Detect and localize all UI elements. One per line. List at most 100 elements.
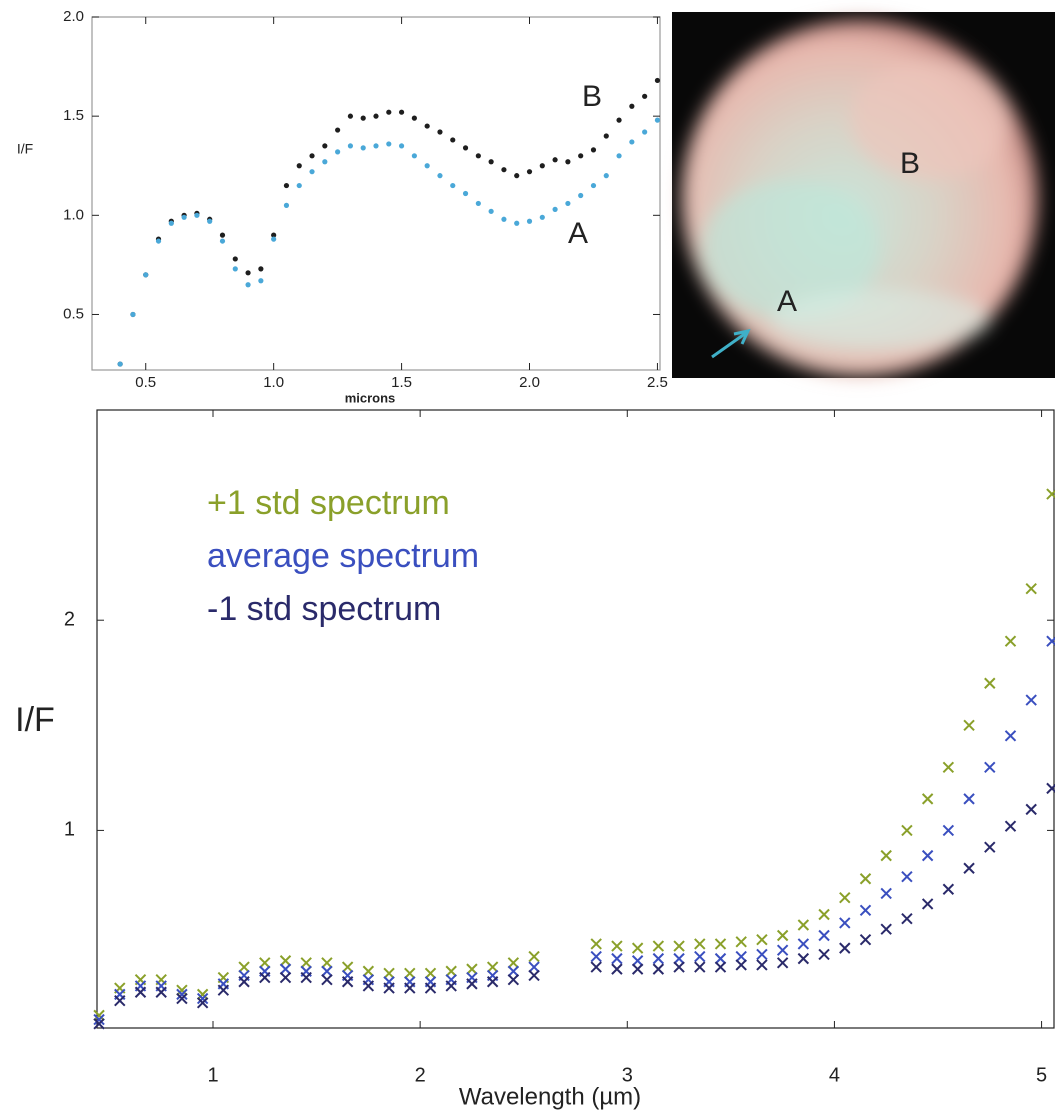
data-point xyxy=(155,986,167,998)
data-point xyxy=(271,232,277,238)
data-point xyxy=(296,182,302,189)
data-point xyxy=(309,169,315,175)
data-point xyxy=(219,232,226,238)
data-point xyxy=(217,984,230,996)
data-point xyxy=(652,952,665,965)
data-point xyxy=(219,238,226,244)
data-point xyxy=(93,1013,105,1026)
data-point xyxy=(818,908,830,921)
data-point xyxy=(590,182,597,189)
data-point xyxy=(450,182,456,189)
data-point xyxy=(921,849,934,862)
data-point xyxy=(134,986,147,998)
data-point xyxy=(445,980,457,992)
data-point xyxy=(486,976,499,988)
data-point xyxy=(901,870,913,883)
data-point xyxy=(590,961,602,973)
data-point xyxy=(776,929,789,942)
data-point xyxy=(258,266,264,272)
annotation: B xyxy=(582,80,602,113)
data-point xyxy=(776,957,789,969)
data-point xyxy=(616,117,622,123)
data-point xyxy=(279,971,292,984)
data-point xyxy=(321,965,333,977)
data-point xyxy=(466,963,478,975)
data-point xyxy=(450,137,456,143)
data-point xyxy=(322,143,328,149)
data-point xyxy=(631,963,644,975)
data-point xyxy=(880,887,892,900)
data-point xyxy=(404,967,416,980)
data-point xyxy=(383,967,395,980)
data-point xyxy=(818,929,830,942)
data-point xyxy=(1025,803,1037,816)
data-point xyxy=(963,862,975,874)
data-point xyxy=(714,961,727,973)
data-point xyxy=(335,149,341,155)
y-axis-label: I/F xyxy=(15,701,55,739)
data-point xyxy=(818,948,830,961)
y-tick-label: 2.0 xyxy=(63,8,84,25)
data-point xyxy=(629,139,635,145)
data-point xyxy=(1004,635,1017,647)
data-point xyxy=(1025,694,1037,706)
data-point xyxy=(528,950,540,963)
data-point xyxy=(735,959,747,971)
data-point xyxy=(362,980,375,992)
data-point xyxy=(942,824,955,837)
data-point xyxy=(475,153,481,159)
data-point xyxy=(984,677,996,689)
x-tick-label: 2 xyxy=(415,1064,426,1086)
data-point xyxy=(603,133,609,139)
data-point xyxy=(194,212,200,218)
data-point xyxy=(411,153,417,159)
data-point xyxy=(245,270,251,276)
data-point xyxy=(130,311,136,318)
data-point xyxy=(735,950,747,963)
data-point xyxy=(404,982,416,994)
x-tick-label: 1.0 xyxy=(263,374,284,391)
data-point xyxy=(196,988,209,1001)
y-tick-label: 1 xyxy=(64,819,75,841)
data-point xyxy=(616,153,622,159)
data-point xyxy=(859,904,872,916)
data-point xyxy=(880,923,892,935)
data-point xyxy=(341,961,354,973)
data-point xyxy=(462,190,469,197)
data-point xyxy=(283,182,290,189)
data-point xyxy=(488,208,494,214)
data-point xyxy=(360,115,366,121)
data-point xyxy=(921,898,934,910)
data-point xyxy=(341,976,354,988)
data-point xyxy=(984,841,996,853)
data-point xyxy=(93,1009,105,1022)
data-point xyxy=(424,123,430,129)
data-point xyxy=(859,873,872,885)
data-point xyxy=(168,220,174,226)
y-tick-label: 1.5 xyxy=(63,107,84,124)
data-point xyxy=(1046,488,1055,500)
data-point xyxy=(539,214,545,220)
data-point xyxy=(1004,820,1017,832)
data-point xyxy=(322,159,328,165)
data-point xyxy=(590,147,597,153)
data-point xyxy=(296,163,302,169)
data-point xyxy=(424,982,437,994)
data-point xyxy=(259,957,271,969)
data-point xyxy=(714,938,727,950)
data-point xyxy=(984,761,996,774)
x-axis-label: microns xyxy=(345,390,396,405)
data-point xyxy=(839,917,851,929)
data-point xyxy=(921,793,934,805)
data-point xyxy=(373,143,379,149)
x-tick-label: 2.5 xyxy=(647,374,668,391)
data-point xyxy=(654,77,661,84)
y-tick-label: 1.0 xyxy=(63,206,84,223)
data-point xyxy=(528,961,540,973)
data-point xyxy=(321,973,333,986)
data-point xyxy=(507,957,520,969)
data-point xyxy=(196,997,209,1009)
data-point xyxy=(300,971,312,984)
data-point xyxy=(629,103,635,109)
